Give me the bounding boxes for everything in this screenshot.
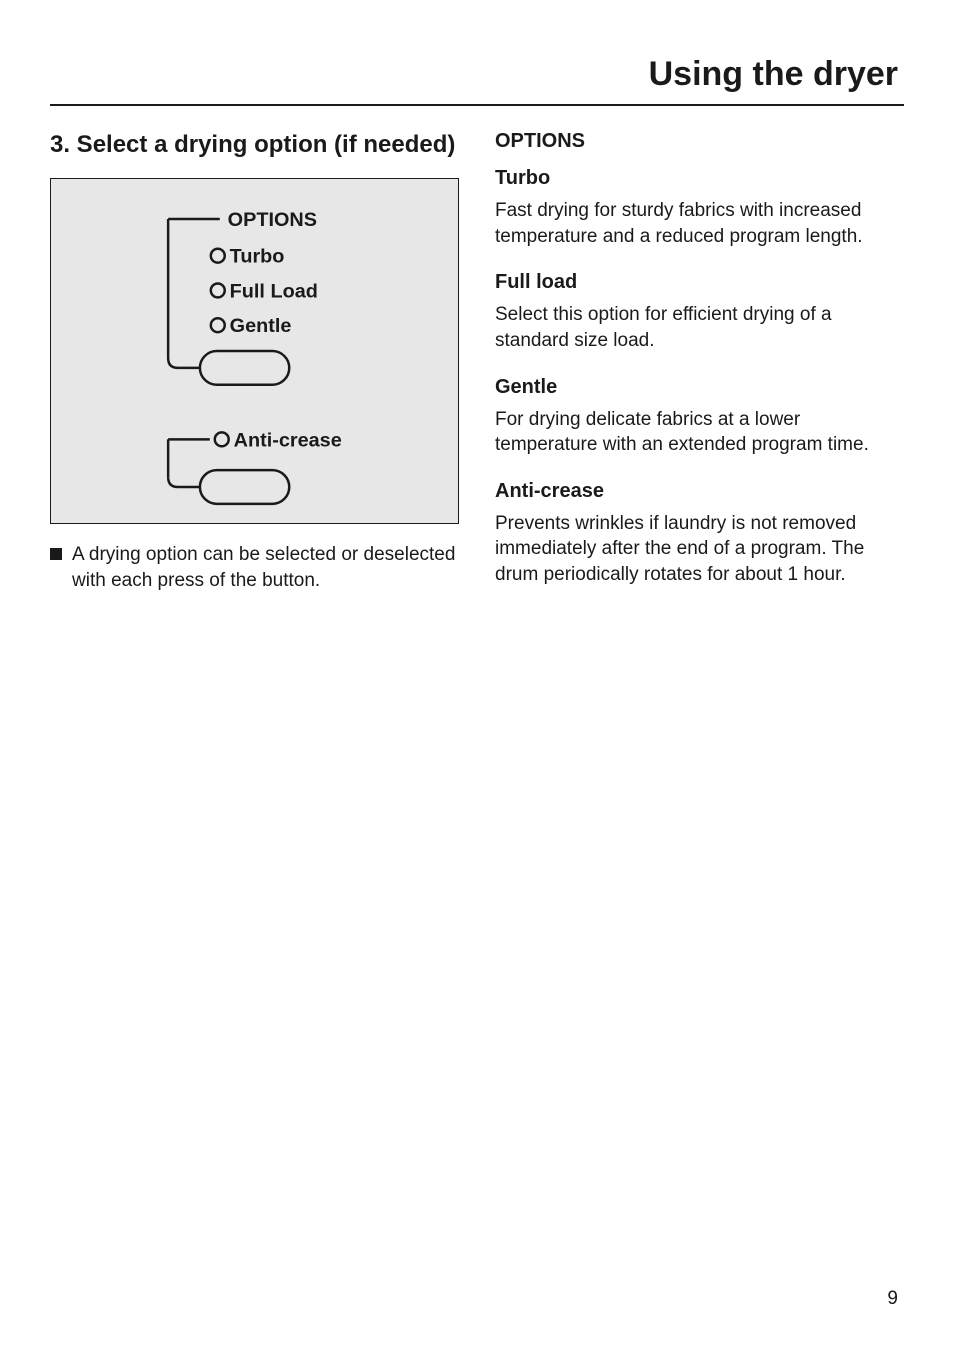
control-panel-svg: OPTIONS Turbo Full Load Gentle An [51,179,458,523]
bullet-item: A drying option can be selected or desel… [50,542,459,593]
figure-anticrease-button [200,470,289,504]
option-text-anti-crease: Prevents wrinkles if laundry is not remo… [495,511,904,588]
figure-opt-anti-crease: Anti-crease [234,429,342,451]
figure-opt-turbo: Turbo [230,246,285,268]
option-title-turbo: Turbo [495,167,904,190]
figure-options-button [200,351,289,385]
figure-options-label: OPTIONS [228,209,317,231]
left-column: 3. Select a drying option (if needed) OP… [50,130,459,610]
divider-rule [50,104,904,106]
option-text-full-load: Select this option for efficient drying … [495,302,904,353]
control-panel-figure: OPTIONS Turbo Full Load Gentle An [50,178,459,524]
section-heading: 3. Select a drying option (if needed) [50,130,459,160]
option-text-gentle: For drying delicate fabrics at a lower t… [495,407,904,458]
figure-opt-gentle: Gentle [230,315,292,337]
page-number: 9 [887,1288,898,1310]
option-title-gentle: Gentle [495,376,904,399]
figure-opt-full-load: Full Load [230,280,318,302]
options-heading: OPTIONS [495,130,904,153]
chapter-title: Using the dryer [50,55,904,104]
square-bullet-icon [50,548,62,560]
right-column: OPTIONS Turbo Fast drying for sturdy fab… [495,130,904,610]
page: Using the dryer 3. Select a drying optio… [0,0,954,1352]
option-text-turbo: Fast drying for sturdy fabrics with incr… [495,198,904,249]
option-title-full-load: Full load [495,271,904,294]
option-title-anti-crease: Anti-crease [495,480,904,503]
bullet-text: A drying option can be selected or desel… [72,542,459,593]
two-column-layout: 3. Select a drying option (if needed) OP… [50,130,904,610]
